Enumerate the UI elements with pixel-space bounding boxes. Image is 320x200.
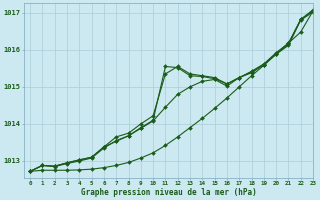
X-axis label: Graphe pression niveau de la mer (hPa): Graphe pression niveau de la mer (hPa): [81, 188, 256, 197]
